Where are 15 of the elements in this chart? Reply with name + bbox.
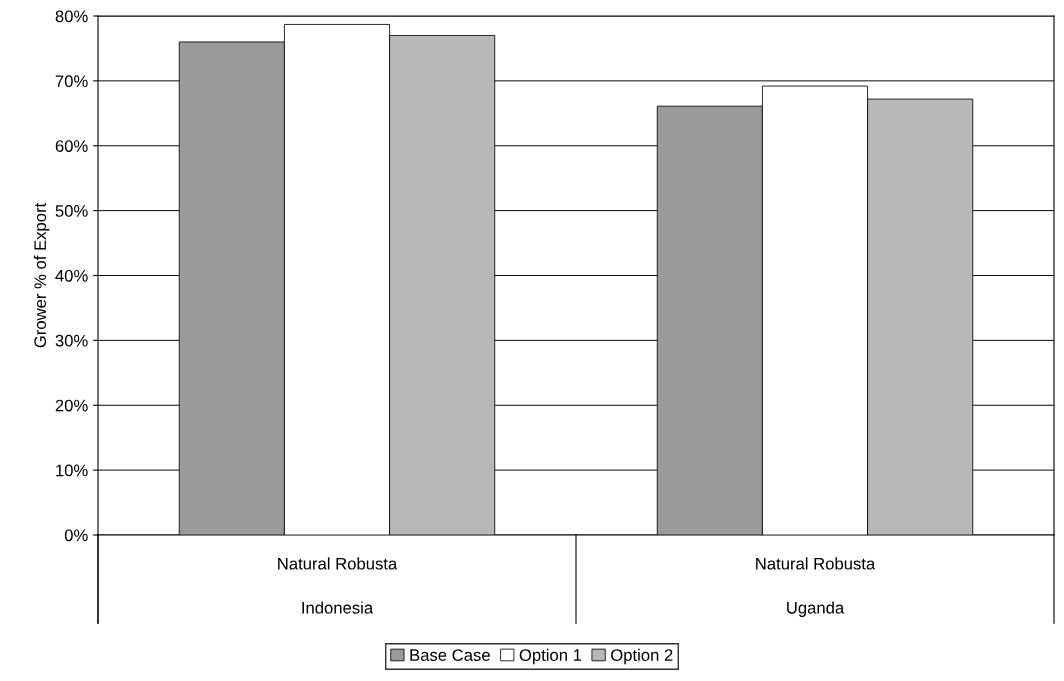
legend-label: Option 2 xyxy=(611,648,673,665)
category-label: Natural Robusta Uganda xyxy=(756,557,876,617)
y-tick-label: 0% xyxy=(64,529,88,542)
y-tick-label: 80% xyxy=(55,10,88,23)
y-tick-label: 30% xyxy=(55,334,88,347)
y-tick-label: 60% xyxy=(55,140,88,152)
legend-label: Option 1 xyxy=(519,648,582,665)
y-tick-label: 40% xyxy=(55,269,88,282)
y-tick-label: 50% xyxy=(55,205,88,217)
y-axis-title: Grower % of Export xyxy=(33,202,50,348)
y-tick-label: 20% xyxy=(55,399,88,412)
y-tick-label: 70% xyxy=(55,75,88,88)
category-label: Natural Robusta Indonesia xyxy=(278,557,398,614)
legend-label: Base Case xyxy=(410,649,490,661)
y-tick-label: 10% xyxy=(56,464,88,477)
